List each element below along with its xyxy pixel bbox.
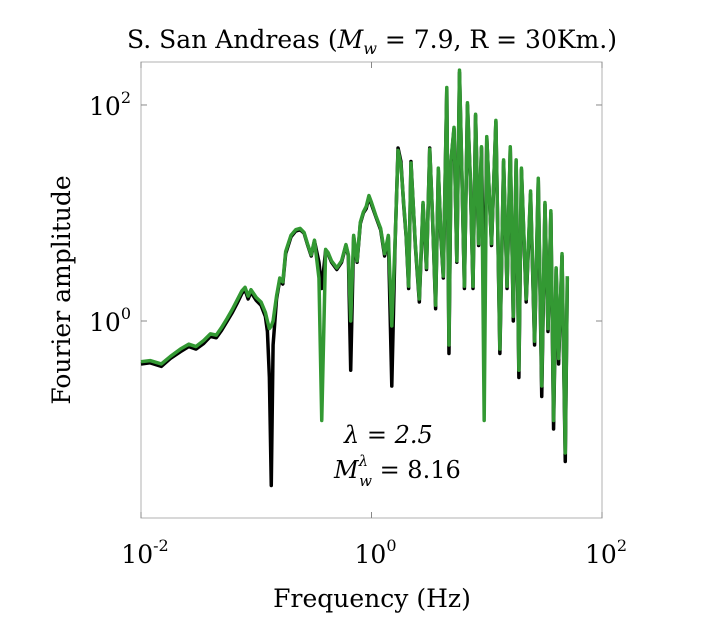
x-tick-label: 102 [585, 536, 627, 569]
y-tick-label: 102 [89, 88, 131, 121]
y-axis-label: Fourier amplitude [47, 175, 76, 404]
x-axis-label: Frequency (Hz) [273, 584, 471, 613]
chart-title: S. San Andreas (Mw = 7.9, R = 30Km.) [127, 25, 617, 58]
series-layer [140, 68, 570, 488]
series-line-modified [140, 68, 570, 455]
tick-layer: 10-2 100 102 100 102 [89, 62, 627, 569]
mw-lambda-annotation: Mλ w = 8.16 [333, 452, 461, 490]
lambda-annotation: λ = 2.5 [343, 421, 433, 449]
x-tick-label: 100 [355, 536, 397, 569]
x-tick-label: 10-2 [121, 536, 168, 569]
y-tick-label: 100 [89, 304, 131, 337]
